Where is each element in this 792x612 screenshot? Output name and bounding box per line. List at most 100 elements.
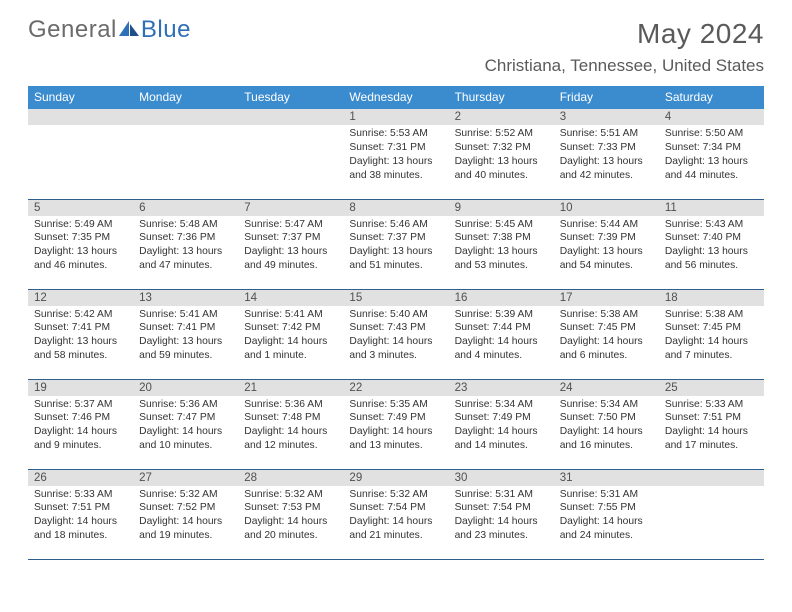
sunset-text: Sunset: 7:46 PM xyxy=(34,411,127,425)
sunset-text: Sunset: 7:48 PM xyxy=(244,411,337,425)
sunset-text: Sunset: 7:47 PM xyxy=(139,411,232,425)
cell-content: Sunrise: 5:39 AMSunset: 7:44 PMDaylight:… xyxy=(449,306,554,368)
day-header-friday: Friday xyxy=(554,86,659,109)
sunset-text: Sunset: 7:34 PM xyxy=(665,141,758,155)
daylight-text: Daylight: 13 hours and 38 minutes. xyxy=(349,155,442,183)
day-number: 9 xyxy=(449,200,554,216)
day-number: 17 xyxy=(554,290,659,306)
calendar-grid: SundayMondayTuesdayWednesdayThursdayFrid… xyxy=(28,86,764,560)
sunrise-text: Sunrise: 5:47 AM xyxy=(244,218,337,232)
week-row: 12Sunrise: 5:42 AMSunset: 7:41 PMDayligh… xyxy=(28,289,764,379)
sunrise-text: Sunrise: 5:32 AM xyxy=(139,488,232,502)
day-number: 28 xyxy=(238,470,343,486)
calendar-cell: 23Sunrise: 5:34 AMSunset: 7:49 PMDayligh… xyxy=(449,379,554,469)
cell-content: Sunrise: 5:41 AMSunset: 7:42 PMDaylight:… xyxy=(238,306,343,368)
cell-content: Sunrise: 5:44 AMSunset: 7:39 PMDaylight:… xyxy=(554,216,659,278)
daylight-text: Daylight: 13 hours and 42 minutes. xyxy=(560,155,653,183)
sunset-text: Sunset: 7:35 PM xyxy=(34,231,127,245)
calendar-cell: 21Sunrise: 5:36 AMSunset: 7:48 PMDayligh… xyxy=(238,379,343,469)
day-number: 13 xyxy=(133,290,238,306)
cell-content: Sunrise: 5:49 AMSunset: 7:35 PMDaylight:… xyxy=(28,216,133,278)
sunrise-text: Sunrise: 5:36 AM xyxy=(139,398,232,412)
sunset-text: Sunset: 7:39 PM xyxy=(560,231,653,245)
cell-content: Sunrise: 5:32 AMSunset: 7:52 PMDaylight:… xyxy=(133,486,238,548)
day-header-sunday: Sunday xyxy=(28,86,133,109)
cell-content: Sunrise: 5:33 AMSunset: 7:51 PMDaylight:… xyxy=(28,486,133,548)
daylight-text: Daylight: 14 hours and 6 minutes. xyxy=(560,335,653,363)
calendar-cell: 15Sunrise: 5:40 AMSunset: 7:43 PMDayligh… xyxy=(343,289,448,379)
day-header-wednesday: Wednesday xyxy=(343,86,448,109)
cell-content: Sunrise: 5:48 AMSunset: 7:36 PMDaylight:… xyxy=(133,216,238,278)
calendar-cell: 26Sunrise: 5:33 AMSunset: 7:51 PMDayligh… xyxy=(28,469,133,559)
daylight-text: Daylight: 13 hours and 46 minutes. xyxy=(34,245,127,273)
week-row: 5Sunrise: 5:49 AMSunset: 7:35 PMDaylight… xyxy=(28,199,764,289)
daylight-text: Daylight: 13 hours and 56 minutes. xyxy=(665,245,758,273)
cell-content: Sunrise: 5:33 AMSunset: 7:51 PMDaylight:… xyxy=(659,396,764,458)
daylight-text: Daylight: 14 hours and 12 minutes. xyxy=(244,425,337,453)
calendar-cell: 19Sunrise: 5:37 AMSunset: 7:46 PMDayligh… xyxy=(28,379,133,469)
sunset-text: Sunset: 7:54 PM xyxy=(455,501,548,515)
brand-part2: Blue xyxy=(141,18,191,42)
calendar-cell: 4Sunrise: 5:50 AMSunset: 7:34 PMDaylight… xyxy=(659,109,764,199)
day-number: 21 xyxy=(238,380,343,396)
day-number-empty xyxy=(28,109,133,125)
day-header-saturday: Saturday xyxy=(659,86,764,109)
month-year: May 2024 xyxy=(485,18,764,50)
cell-content: Sunrise: 5:52 AMSunset: 7:32 PMDaylight:… xyxy=(449,125,554,187)
calendar-cell: 9Sunrise: 5:45 AMSunset: 7:38 PMDaylight… xyxy=(449,199,554,289)
daylight-text: Daylight: 14 hours and 13 minutes. xyxy=(349,425,442,453)
calendar-cell xyxy=(28,109,133,199)
sunset-text: Sunset: 7:36 PM xyxy=(139,231,232,245)
day-number: 27 xyxy=(133,470,238,486)
day-header-monday: Monday xyxy=(133,86,238,109)
daylight-text: Daylight: 14 hours and 9 minutes. xyxy=(34,425,127,453)
calendar-cell: 28Sunrise: 5:32 AMSunset: 7:53 PMDayligh… xyxy=(238,469,343,559)
daylight-text: Daylight: 13 hours and 40 minutes. xyxy=(455,155,548,183)
day-number: 4 xyxy=(659,109,764,125)
sunrise-text: Sunrise: 5:31 AM xyxy=(560,488,653,502)
day-header-tuesday: Tuesday xyxy=(238,86,343,109)
sunrise-text: Sunrise: 5:41 AM xyxy=(139,308,232,322)
sunset-text: Sunset: 7:37 PM xyxy=(349,231,442,245)
cell-content: Sunrise: 5:45 AMSunset: 7:38 PMDaylight:… xyxy=(449,216,554,278)
cell-content: Sunrise: 5:31 AMSunset: 7:54 PMDaylight:… xyxy=(449,486,554,548)
calendar-cell: 12Sunrise: 5:42 AMSunset: 7:41 PMDayligh… xyxy=(28,289,133,379)
sunrise-text: Sunrise: 5:50 AM xyxy=(665,127,758,141)
daylight-text: Daylight: 14 hours and 24 minutes. xyxy=(560,515,653,543)
calendar-cell: 6Sunrise: 5:48 AMSunset: 7:36 PMDaylight… xyxy=(133,199,238,289)
day-number-empty xyxy=(238,109,343,125)
cell-content: Sunrise: 5:51 AMSunset: 7:33 PMDaylight:… xyxy=(554,125,659,187)
daylight-text: Daylight: 14 hours and 4 minutes. xyxy=(455,335,548,363)
sunset-text: Sunset: 7:32 PM xyxy=(455,141,548,155)
sunset-text: Sunset: 7:51 PM xyxy=(665,411,758,425)
day-number-empty xyxy=(659,470,764,486)
calendar-cell: 29Sunrise: 5:32 AMSunset: 7:54 PMDayligh… xyxy=(343,469,448,559)
calendar-cell: 7Sunrise: 5:47 AMSunset: 7:37 PMDaylight… xyxy=(238,199,343,289)
sunset-text: Sunset: 7:51 PM xyxy=(34,501,127,515)
sunrise-text: Sunrise: 5:51 AM xyxy=(560,127,653,141)
week-row: 1Sunrise: 5:53 AMSunset: 7:31 PMDaylight… xyxy=(28,109,764,199)
sunrise-text: Sunrise: 5:32 AM xyxy=(349,488,442,502)
sunset-text: Sunset: 7:50 PM xyxy=(560,411,653,425)
daylight-text: Daylight: 13 hours and 54 minutes. xyxy=(560,245,653,273)
day-number: 7 xyxy=(238,200,343,216)
cell-content: Sunrise: 5:53 AMSunset: 7:31 PMDaylight:… xyxy=(343,125,448,187)
day-number: 14 xyxy=(238,290,343,306)
calendar-cell xyxy=(133,109,238,199)
sunrise-text: Sunrise: 5:33 AM xyxy=(665,398,758,412)
sunrise-text: Sunrise: 5:35 AM xyxy=(349,398,442,412)
daylight-text: Daylight: 14 hours and 14 minutes. xyxy=(455,425,548,453)
day-number: 11 xyxy=(659,200,764,216)
daylight-text: Daylight: 14 hours and 3 minutes. xyxy=(349,335,442,363)
daylight-text: Daylight: 14 hours and 17 minutes. xyxy=(665,425,758,453)
calendar-cell xyxy=(659,469,764,559)
day-header-row: SundayMondayTuesdayWednesdayThursdayFrid… xyxy=(28,86,764,109)
sunset-text: Sunset: 7:55 PM xyxy=(560,501,653,515)
sunset-text: Sunset: 7:37 PM xyxy=(244,231,337,245)
daylight-text: Daylight: 14 hours and 16 minutes. xyxy=(560,425,653,453)
calendar-cell xyxy=(238,109,343,199)
week-row: 26Sunrise: 5:33 AMSunset: 7:51 PMDayligh… xyxy=(28,469,764,559)
cell-content: Sunrise: 5:36 AMSunset: 7:47 PMDaylight:… xyxy=(133,396,238,458)
day-number: 6 xyxy=(133,200,238,216)
cell-content: Sunrise: 5:41 AMSunset: 7:41 PMDaylight:… xyxy=(133,306,238,368)
